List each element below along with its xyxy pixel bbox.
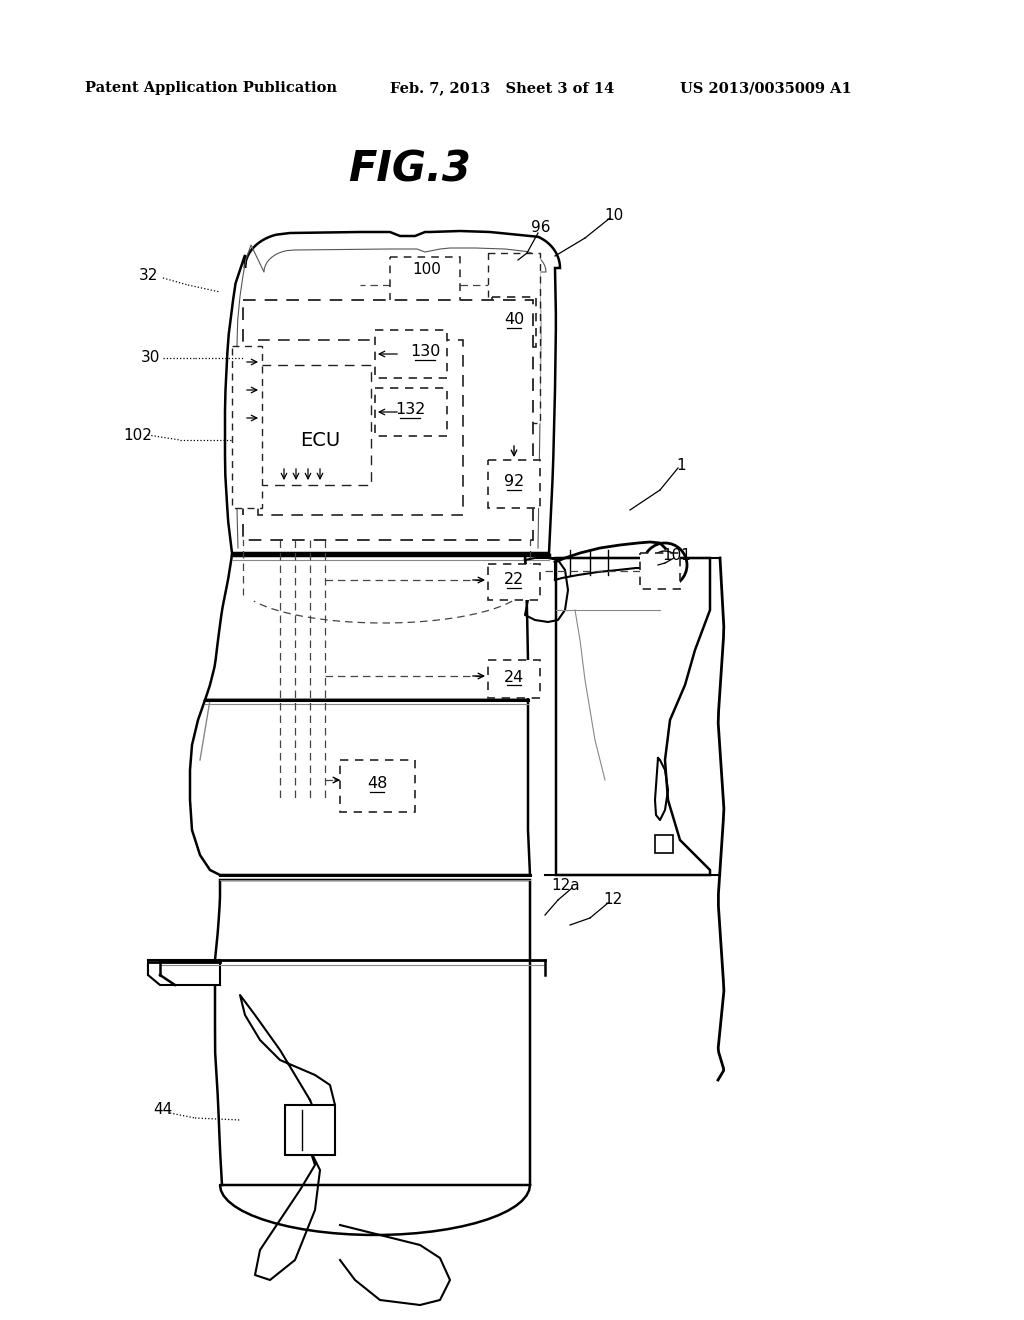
Text: 92: 92 xyxy=(504,474,524,490)
Text: 32: 32 xyxy=(138,268,158,282)
Text: 12: 12 xyxy=(603,892,623,908)
FancyBboxPatch shape xyxy=(488,459,540,508)
Text: 12a: 12a xyxy=(552,878,581,892)
Text: ECU: ECU xyxy=(300,430,340,450)
FancyBboxPatch shape xyxy=(488,253,540,422)
Text: 22: 22 xyxy=(504,573,524,587)
FancyBboxPatch shape xyxy=(285,1105,335,1155)
Polygon shape xyxy=(148,960,220,985)
FancyBboxPatch shape xyxy=(258,341,463,515)
Text: 44: 44 xyxy=(154,1102,173,1118)
FancyBboxPatch shape xyxy=(375,388,447,436)
FancyBboxPatch shape xyxy=(375,330,447,378)
Text: 132: 132 xyxy=(395,403,425,417)
Text: FIG.3: FIG.3 xyxy=(348,149,471,191)
FancyBboxPatch shape xyxy=(488,564,540,601)
FancyBboxPatch shape xyxy=(243,300,534,540)
Text: 101: 101 xyxy=(663,548,691,562)
Text: 10: 10 xyxy=(604,207,624,223)
FancyBboxPatch shape xyxy=(655,836,673,853)
Text: 130: 130 xyxy=(410,345,440,359)
Polygon shape xyxy=(205,554,528,700)
Text: 102: 102 xyxy=(124,428,153,442)
FancyBboxPatch shape xyxy=(492,297,536,347)
FancyBboxPatch shape xyxy=(640,553,680,589)
Text: 100: 100 xyxy=(413,263,441,277)
Text: 96: 96 xyxy=(531,220,551,235)
FancyBboxPatch shape xyxy=(340,760,415,812)
Text: 1: 1 xyxy=(676,458,686,473)
Polygon shape xyxy=(225,231,560,553)
Text: 30: 30 xyxy=(140,351,160,366)
Polygon shape xyxy=(190,700,530,875)
Text: Patent Application Publication: Patent Application Publication xyxy=(85,81,337,95)
Text: 24: 24 xyxy=(504,669,524,685)
Polygon shape xyxy=(215,880,530,1185)
FancyBboxPatch shape xyxy=(261,366,371,484)
FancyBboxPatch shape xyxy=(232,346,262,508)
Polygon shape xyxy=(220,1185,530,1250)
Polygon shape xyxy=(556,558,710,875)
Text: US 2013/0035009 A1: US 2013/0035009 A1 xyxy=(680,81,852,95)
FancyBboxPatch shape xyxy=(488,660,540,698)
Text: 48: 48 xyxy=(367,776,387,792)
Text: Feb. 7, 2013   Sheet 3 of 14: Feb. 7, 2013 Sheet 3 of 14 xyxy=(390,81,614,95)
Text: 40: 40 xyxy=(504,313,524,327)
FancyBboxPatch shape xyxy=(390,257,460,312)
